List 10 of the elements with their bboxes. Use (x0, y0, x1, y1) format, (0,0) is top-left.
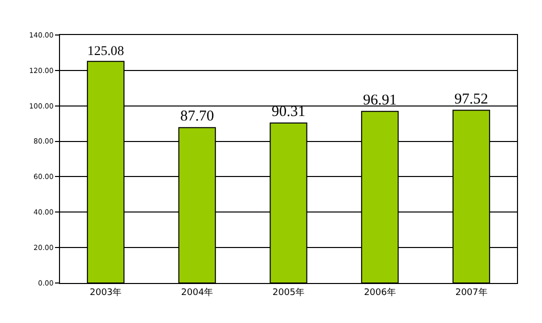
data-label: 87.70 (180, 108, 214, 125)
x-tick-label: 2004年 (181, 286, 214, 298)
data-label: 97.52 (454, 91, 488, 108)
x-tick-label: 2007年 (455, 286, 488, 298)
x-tick-label: 2005年 (272, 286, 304, 298)
data-label: 96.91 (363, 92, 397, 108)
x-tick-label: 2003年 (90, 286, 122, 298)
data-label: 125.08 (87, 42, 124, 58)
x-tick-label: 2006年 (364, 286, 396, 298)
data-label: 90.31 (272, 104, 306, 120)
